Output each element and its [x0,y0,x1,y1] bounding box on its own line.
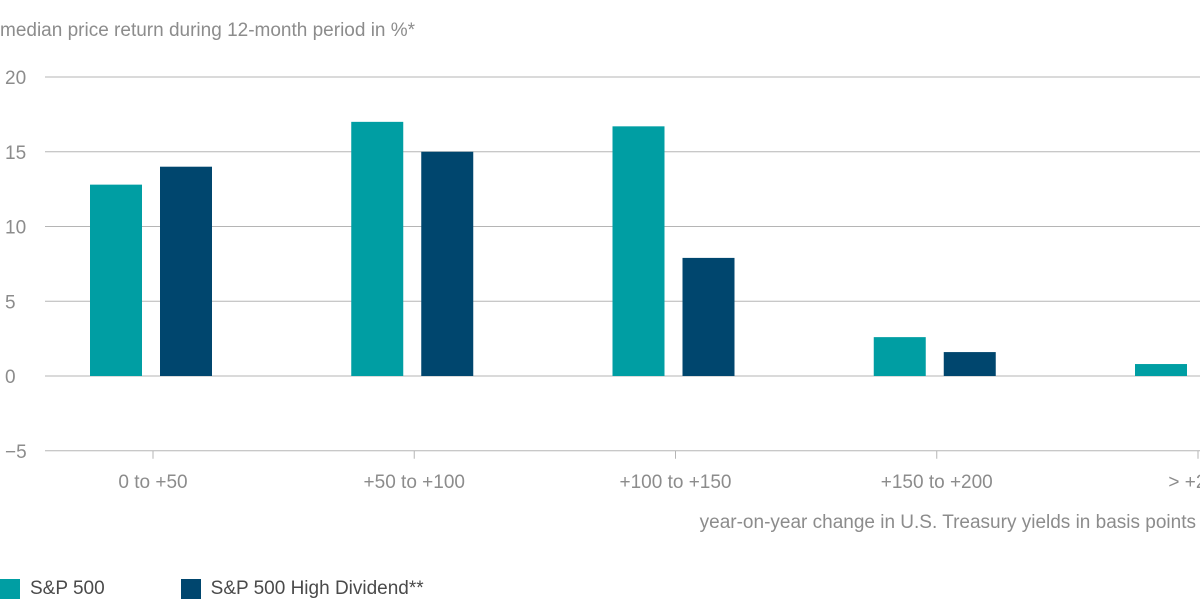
bar-sp500 [1135,364,1187,376]
x-tick-label: 0 to +50 [118,472,187,493]
y-tick-label: 0 [5,367,16,388]
bar-high-dividend [160,166,212,376]
bar-sp500 [351,121,404,376]
legend-label-sp500: S&P 500 [30,578,105,599]
bar-sp500 [873,337,926,376]
legend-item-high-dividend: S&P 500 High Dividend** [180,578,424,600]
y-tick-label: 15 [5,143,26,164]
bar-high-dividend [943,352,996,376]
legend-swatch-high-dividend [180,579,201,599]
bar-high-dividend [682,257,735,376]
legend-item-sp500: S&P 500 [0,578,105,600]
x-axis-title: year-on-year change in U.S. Treasury yie… [699,512,1196,533]
bar-sp500 [90,184,142,376]
x-tick-label: +150 to +200 [881,472,993,493]
y-tick-label: −5 [5,442,27,463]
y-tick-label: 5 [5,292,16,313]
x-tick-label: > +200 [1168,472,1200,493]
y-tick-label: 10 [5,218,26,239]
y-axis-title: median price return during 12-month peri… [0,20,416,41]
legend-swatch-sp500 [0,579,20,599]
x-tick-label: +100 to +150 [620,472,732,493]
legend: S&P 500 S&P 500 High Dividend** [0,578,500,600]
bar-high-dividend [421,151,474,376]
y-tick-label: 20 [5,68,26,89]
bar-sp500 [612,126,665,377]
legend-label-high-dividend: S&P 500 High Dividend** [210,578,424,599]
x-tick-label: +50 to +100 [364,472,465,493]
